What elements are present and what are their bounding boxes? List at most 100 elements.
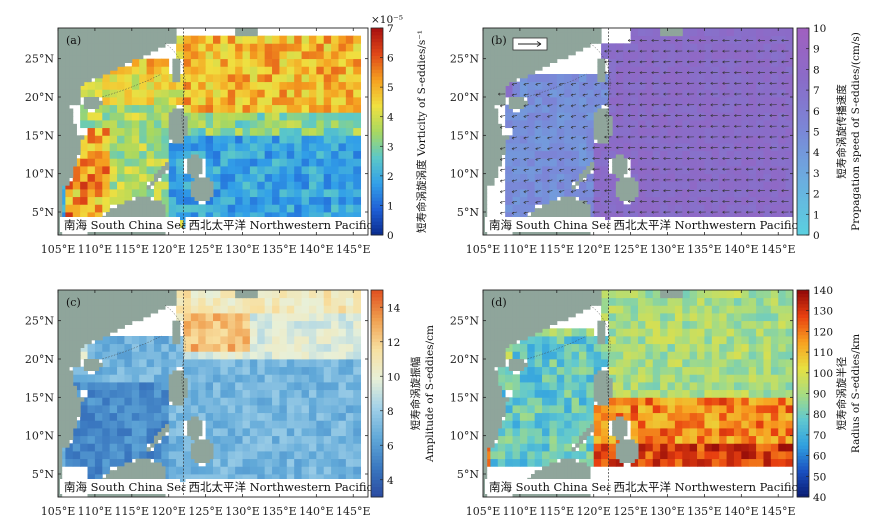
heatmap-cell (198, 58, 207, 67)
land-cell (128, 208, 133, 213)
heatmap-cell (316, 359, 325, 368)
vector-head (627, 81, 631, 85)
land-cell (508, 66, 514, 71)
heatmap-cell (323, 451, 332, 460)
land-cell (146, 493, 151, 498)
land-cell (102, 493, 107, 498)
heatmap-cell (733, 166, 742, 175)
heatmap-cell (638, 143, 646, 152)
heatmap-cell (353, 196, 362, 205)
vector-head (651, 49, 654, 53)
heatmap-cell (726, 81, 735, 90)
heatmap-cell (741, 35, 750, 44)
land-cell (545, 58, 550, 63)
heatmap-cell (94, 143, 103, 152)
heatmap-cell (711, 143, 720, 152)
heatmap-cell (660, 43, 668, 52)
vector-head (686, 189, 690, 193)
heatmap-cell (316, 336, 325, 345)
land-cell (597, 108, 602, 113)
land-cell (601, 123, 606, 129)
heatmap-cell (719, 181, 727, 190)
heatmap-cell (279, 120, 288, 129)
land-cell (505, 39, 510, 44)
heatmap-cell (338, 196, 347, 205)
heatmap-cell (213, 58, 221, 67)
land-cell (615, 189, 621, 194)
heatmap-cell (697, 143, 705, 152)
heatmap-cell (146, 397, 155, 406)
heatmap-cell (139, 389, 147, 398)
heatmap-cell (748, 189, 757, 198)
land-cell (593, 123, 598, 129)
vector-head (639, 178, 643, 182)
heatmap-cell (527, 127, 536, 136)
heatmap-cell (741, 212, 750, 221)
heatmap-cell (308, 158, 317, 167)
heatmap-cell (345, 313, 354, 322)
land-cell (109, 39, 114, 44)
heatmap-cell (183, 305, 192, 314)
heatmap-cell (272, 428, 280, 437)
colorbar-segment (797, 193, 809, 198)
vector-head (722, 60, 725, 64)
heatmap-cell (227, 420, 236, 429)
colorbar-segment (371, 186, 383, 191)
land-cell (117, 47, 122, 52)
heatmap-cell (279, 428, 288, 437)
heatmap-cell (161, 374, 170, 383)
land-cell (146, 43, 151, 48)
heatmap-cell (338, 351, 347, 360)
land-cell (61, 77, 66, 83)
heatmap-cell (586, 112, 595, 121)
land-cell (542, 62, 547, 67)
land-cell (663, 28, 669, 33)
heatmap-cell (331, 320, 339, 329)
x-tick-label: 135°E (262, 243, 297, 256)
land-cell (564, 200, 569, 205)
isobath-contour (102, 73, 162, 98)
heatmap-cell (519, 196, 528, 205)
heatmap-cell (249, 466, 258, 475)
heatmap-cell (534, 143, 543, 152)
land-cell (678, 31, 683, 37)
land-cell (494, 58, 499, 63)
heatmap-cell (323, 97, 332, 106)
heatmap-cell (213, 189, 221, 198)
heatmap-cell (294, 374, 302, 383)
heatmap-cell (630, 112, 639, 121)
heatmap-cell (220, 173, 229, 182)
land-cell (597, 131, 602, 136)
land-cell (497, 123, 502, 129)
land-cell (157, 169, 162, 175)
heatmap-cell (80, 451, 88, 460)
heatmap-cell (682, 173, 691, 182)
land-cell (58, 212, 63, 217)
heatmap-cell (279, 412, 288, 421)
land-cell (72, 28, 77, 33)
land-cell (483, 31, 488, 37)
heatmap-cell (213, 150, 221, 159)
land-cell (139, 47, 144, 52)
vector-head (582, 115, 585, 119)
vector-head (675, 81, 678, 85)
heatmap-cell (80, 181, 88, 190)
heatmap-cell (549, 150, 558, 159)
land-cell (575, 47, 580, 52)
vector-head (570, 179, 574, 183)
land-cell (58, 231, 63, 236)
land-cell (139, 231, 144, 236)
land-cell (105, 493, 111, 498)
heatmap-cell (242, 97, 251, 106)
land-cell (124, 204, 129, 209)
heatmap-cell (778, 66, 787, 75)
vector-head (698, 157, 702, 160)
heatmap-cell (323, 382, 332, 391)
land-cell (608, 123, 613, 129)
land-cell (497, 66, 502, 71)
colorbar-tick-label: 3 (387, 141, 394, 153)
land-cell (601, 62, 606, 67)
land-cell (582, 43, 587, 48)
heatmap-cell (205, 66, 214, 75)
heatmap-cell (139, 104, 147, 113)
